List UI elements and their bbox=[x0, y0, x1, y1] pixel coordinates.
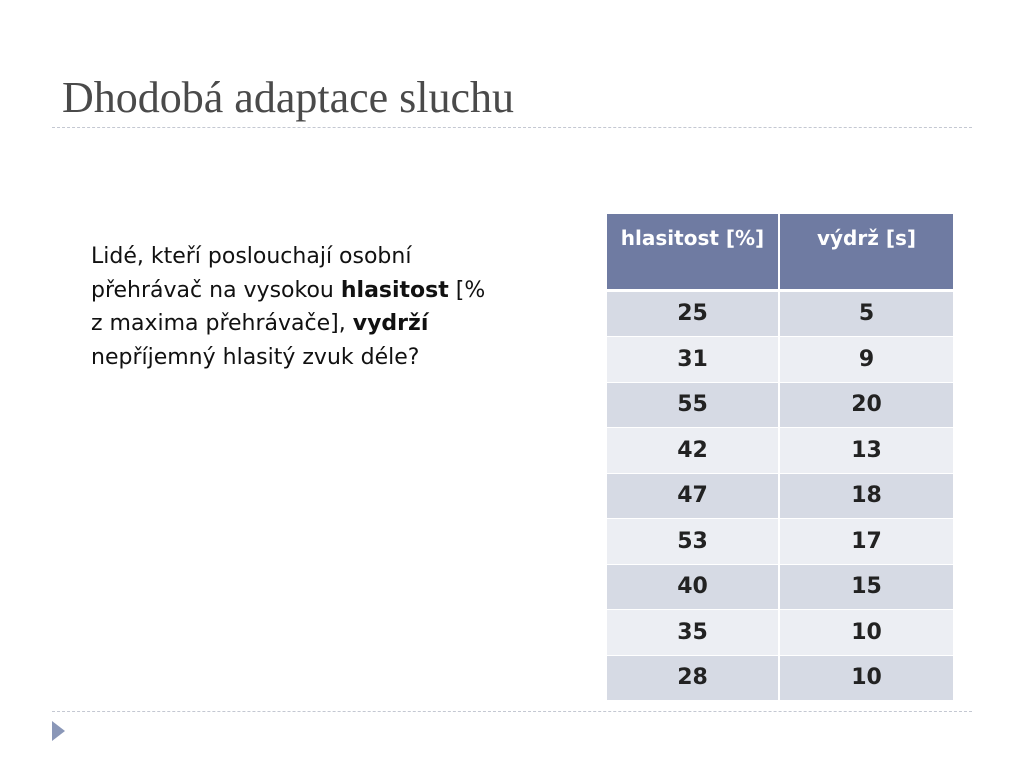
cell-vydrz: 20 bbox=[779, 382, 953, 428]
table-row: 40 15 bbox=[607, 564, 953, 610]
cell-vydrz: 13 bbox=[779, 427, 953, 474]
cell-hlasitost: 40 bbox=[607, 564, 780, 610]
table-row: 25 5 bbox=[607, 290, 953, 337]
data-table: hlasitost [%] výdrž [s] 25 5 31 9 55 20 … bbox=[607, 214, 953, 701]
table-row: 42 13 bbox=[607, 427, 953, 474]
play-triangle-icon bbox=[52, 721, 65, 741]
footer-divider bbox=[52, 711, 972, 712]
table-row: 55 20 bbox=[607, 382, 953, 428]
table-row: 31 9 bbox=[607, 336, 953, 383]
cell-vydrz: 17 bbox=[779, 518, 953, 565]
question-text: Lidé, kteří poslouchají osobní přehrávač… bbox=[91, 240, 501, 374]
table-row: 47 18 bbox=[607, 473, 953, 519]
question-text-bold-hlasitost: hlasitost bbox=[340, 277, 449, 303]
cell-vydrz: 9 bbox=[779, 336, 953, 383]
table-header-row: hlasitost [%] výdrž [s] bbox=[607, 214, 953, 292]
question-text-part2: [% z maxima přehrávače], bbox=[91, 277, 486, 337]
table-row: 35 10 bbox=[607, 609, 953, 656]
header-hlasitost: hlasitost [%] bbox=[607, 214, 780, 292]
cell-vydrz: 10 bbox=[779, 655, 953, 701]
table-row: 28 10 bbox=[607, 655, 953, 701]
cell-vydrz: 5 bbox=[779, 290, 953, 337]
cell-hlasitost: 55 bbox=[607, 382, 780, 428]
cell-hlasitost: 28 bbox=[607, 655, 780, 701]
cell-vydrz: 15 bbox=[779, 564, 953, 610]
question-text-part3: nepříjemný hlasitý zvuk déle? bbox=[91, 344, 420, 370]
cell-hlasitost: 42 bbox=[607, 427, 780, 474]
cell-vydrz: 18 bbox=[779, 473, 953, 519]
cell-hlasitost: 47 bbox=[607, 473, 780, 519]
cell-hlasitost: 25 bbox=[607, 290, 780, 337]
title-divider bbox=[52, 127, 972, 128]
question-text-bold-vydrzi: vydrží bbox=[352, 311, 429, 336]
table-row: 53 17 bbox=[607, 518, 953, 565]
header-vydrz: výdrž [s] bbox=[779, 214, 953, 292]
slide-title: Dhodobá adaptace sluchu bbox=[62, 73, 515, 122]
cell-hlasitost: 31 bbox=[607, 336, 780, 383]
cell-vydrz: 10 bbox=[779, 609, 953, 656]
cell-hlasitost: 53 bbox=[607, 518, 780, 565]
question-text-part1: Lidé, kteří poslouchají osobní přehrávač… bbox=[91, 244, 412, 303]
cell-hlasitost: 35 bbox=[607, 609, 780, 656]
